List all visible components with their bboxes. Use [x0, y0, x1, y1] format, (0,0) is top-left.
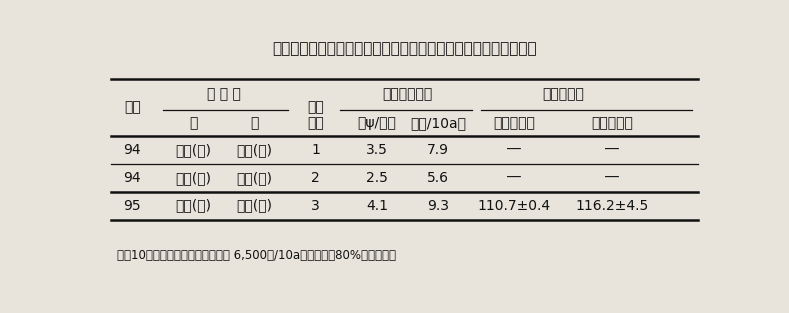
Text: 7.9: 7.9: [427, 143, 449, 157]
Text: 95: 95: [123, 199, 141, 213]
Text: 専技(男): 専技(男): [237, 199, 272, 213]
Text: 作 業 者: 作 業 者: [207, 87, 241, 101]
Text: 9.3: 9.3: [427, 199, 449, 213]
Text: ―: ―: [605, 143, 619, 157]
Text: 農家(女): 農家(女): [175, 143, 211, 157]
Text: 116.2±4.5: 116.2±4.5: [576, 199, 649, 213]
Text: 条数: 条数: [308, 116, 324, 130]
Text: 2: 2: [312, 171, 320, 185]
Text: 94: 94: [123, 143, 141, 157]
Text: ―: ―: [507, 143, 522, 157]
Text: 110.7±0.4: 110.7±0.4: [478, 199, 551, 213]
Text: 年度: 年度: [124, 100, 140, 115]
Text: 作業能率＊）: 作業能率＊）: [383, 87, 432, 101]
Text: 表１．開発したキャベツ収穫機による作業能率と作業者の心拍数: 表１．開発したキャベツ収穫機による作業能率と作業者の心拍数: [272, 41, 537, 56]
Text: ―: ―: [605, 171, 619, 185]
Text: 前: 前: [189, 116, 197, 130]
Text: ―: ―: [507, 171, 522, 185]
Text: 農家(男): 農家(男): [175, 199, 211, 213]
Text: 5.6: 5.6: [427, 171, 449, 185]
Text: 後: 後: [250, 116, 259, 130]
Text: 収穫: 収穫: [308, 100, 324, 115]
Text: 前方作業者: 前方作業者: [493, 116, 536, 130]
Text: 農家(女): 農家(女): [175, 171, 211, 185]
Text: 1: 1: [312, 143, 320, 157]
Text: 3: 3: [312, 199, 320, 213]
Text: ＊）10アール当たりの作業時間は 6,500個/10a、作業効率80%として算出: ＊）10アール当たりの作業時間は 6,500個/10a、作業効率80%として算出: [117, 249, 396, 262]
Text: （時/10a）: （時/10a）: [410, 116, 466, 130]
Text: 4.1: 4.1: [366, 199, 388, 213]
Text: （ψ/個）: （ψ/個）: [357, 116, 396, 130]
Text: 後方作業者: 後方作業者: [591, 116, 634, 130]
Text: 農家(男): 農家(男): [237, 143, 272, 157]
Text: 農家(男): 農家(男): [237, 171, 272, 185]
Text: 3.5: 3.5: [366, 143, 387, 157]
Text: 94: 94: [123, 171, 141, 185]
Text: 心　拍　数: 心 拍 数: [542, 87, 585, 101]
Text: 2.5: 2.5: [366, 171, 387, 185]
